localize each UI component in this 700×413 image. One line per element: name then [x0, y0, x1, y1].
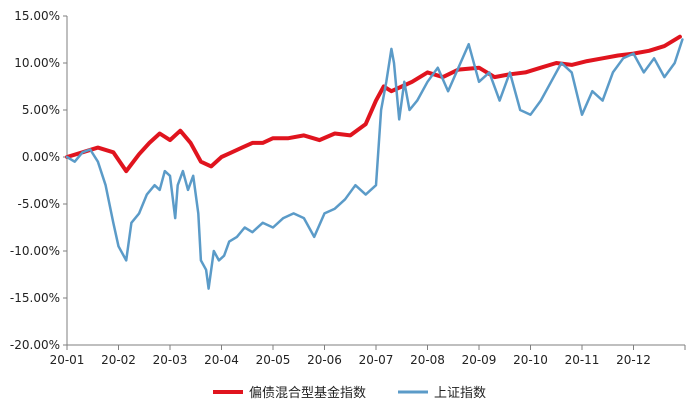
series-layer — [65, 34, 684, 290]
legend: 偏债混合型基金指数 上证指数 — [213, 385, 486, 401]
x-tick-label: 20-11 — [565, 353, 600, 367]
y-tick-label: -20.00% — [10, 338, 60, 352]
x-tick-label: 20-04 — [204, 353, 239, 367]
x-tick-label: 20-01 — [50, 353, 85, 367]
x-tick-label: 20-12 — [616, 353, 651, 367]
x-tick-label: 20-03 — [153, 353, 188, 367]
y-tick-label: 15.00% — [14, 9, 60, 23]
y-tick-label: 5.00% — [22, 103, 60, 117]
series-line-sse-index — [65, 38, 684, 290]
legend-label: 上证指数 — [434, 386, 486, 401]
y-tick-label: -5.00% — [18, 197, 60, 211]
x-tick-label: 20-07 — [359, 353, 394, 367]
y-tick-label: 10.00% — [14, 56, 60, 70]
x-tick-label: 20-09 — [462, 353, 497, 367]
x-tick-label: 20-10 — [513, 353, 548, 367]
legend-item-sse-index: 上证指数 — [398, 386, 486, 401]
x-axis: 20-01 20-02 20-03 20-04 20-05 20-06 20-07 20-08… — [50, 344, 686, 367]
x-tick-label: 20-02 — [101, 353, 136, 367]
y-axis: 15.00% 10.00% 5.00% 0.00% -5.00% -10.00% -15.0… — [10, 9, 68, 352]
x-tick-label: 20-08 — [410, 353, 445, 367]
y-tick-label: 0.00% — [22, 150, 60, 164]
legend-item-bond-fund: 偏债混合型基金指数 — [213, 385, 366, 401]
x-tick-label: 20-06 — [307, 353, 342, 367]
y-tick-label: -15.00% — [10, 291, 60, 305]
y-tick-label: -10.00% — [10, 244, 60, 258]
legend-label: 偏债混合型基金指数 — [249, 385, 366, 401]
x-tick-label: 20-05 — [256, 353, 291, 367]
